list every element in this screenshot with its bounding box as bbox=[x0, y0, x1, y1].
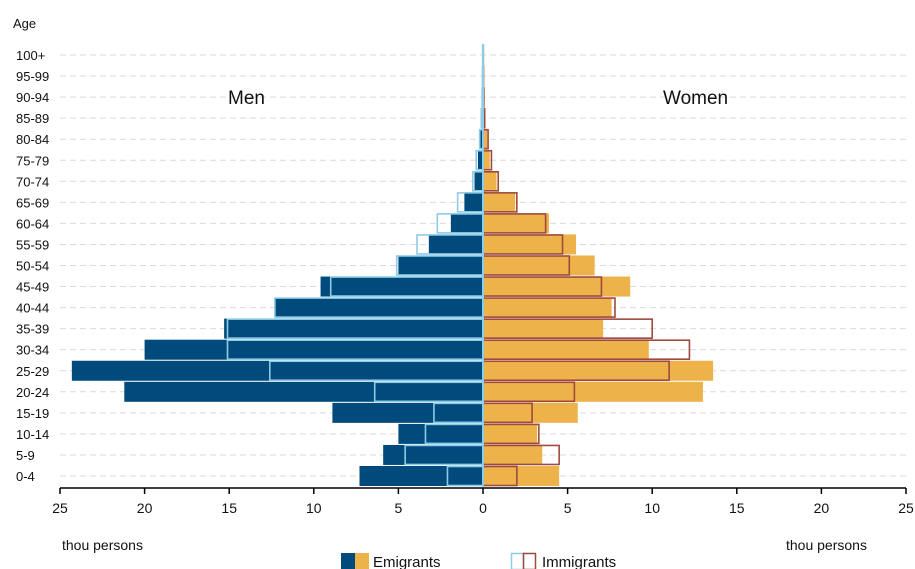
legend-emigrants-men-swatch bbox=[341, 553, 355, 569]
x-unit-label-right: thou persons bbox=[786, 537, 867, 553]
bar-emigrants-women bbox=[483, 256, 595, 276]
women-label: Women bbox=[663, 88, 728, 109]
age-label: 5-9 bbox=[16, 448, 35, 463]
age-label: 0-4 bbox=[16, 469, 35, 484]
bar-emigrants-men bbox=[275, 298, 483, 318]
bar-emigrants-women bbox=[483, 466, 559, 486]
bar-emigrants-men bbox=[332, 403, 483, 423]
bar-emigrants-men bbox=[72, 361, 483, 381]
y-axis-title: Age bbox=[13, 16, 36, 31]
legend: Emigrants Immigrants bbox=[341, 553, 616, 569]
x-tick-label: 15 bbox=[221, 500, 237, 516]
x-tick-label: 15 bbox=[729, 500, 745, 516]
legend-immigrants-label: Immigrants bbox=[542, 554, 616, 569]
bar-emigrants-women bbox=[483, 424, 537, 444]
age-label: 10-14 bbox=[16, 427, 49, 442]
age-label: 60-64 bbox=[16, 216, 49, 231]
age-label: 45-49 bbox=[16, 280, 49, 295]
x-tick-label: 25 bbox=[898, 500, 914, 516]
age-label: 35-39 bbox=[16, 322, 49, 337]
bar-emigrants-men bbox=[398, 424, 483, 444]
age-label: 95-99 bbox=[16, 69, 49, 84]
x-tick-label: 5 bbox=[564, 500, 572, 516]
bar-emigrants-women bbox=[483, 277, 630, 297]
age-label: 20-24 bbox=[16, 385, 49, 400]
bar-emigrants-women bbox=[483, 192, 515, 212]
bar-emigrants-men bbox=[145, 340, 483, 360]
age-label: 40-44 bbox=[16, 301, 49, 316]
men-label: Men bbox=[228, 88, 265, 109]
bar-emigrants-women bbox=[483, 319, 603, 339]
age-label: 90-94 bbox=[16, 90, 49, 105]
bar-emigrants-women bbox=[483, 150, 490, 170]
x-tick-label: 10 bbox=[306, 500, 322, 516]
age-label: 55-59 bbox=[16, 237, 49, 252]
legend-immigrants-women-swatch bbox=[524, 554, 536, 569]
age-label: 75-79 bbox=[16, 153, 49, 168]
age-label: 50-54 bbox=[16, 259, 49, 274]
age-label: 80-84 bbox=[16, 132, 49, 147]
bar-emigrants-men bbox=[475, 171, 483, 191]
bar-emigrants-men bbox=[451, 213, 483, 233]
bar-emigrants-men bbox=[359, 466, 483, 486]
bar-emigrants-men bbox=[224, 319, 483, 339]
bar-emigrants-women bbox=[483, 171, 497, 191]
x-tick-label: 20 bbox=[137, 500, 153, 516]
x-tick-label: 25 bbox=[52, 500, 68, 516]
bar-emigrants-men bbox=[464, 192, 483, 212]
bar-emigrants-women bbox=[483, 213, 549, 233]
bar-emigrants-men bbox=[124, 382, 483, 402]
x-tick-label: 0 bbox=[479, 500, 487, 516]
age-label: 15-19 bbox=[16, 406, 49, 421]
legend-emigrants-label: Emigrants bbox=[373, 554, 441, 569]
age-label: 25-29 bbox=[16, 364, 49, 379]
age-label: 65-69 bbox=[16, 195, 49, 210]
age-label: 100+ bbox=[16, 48, 45, 63]
bar-emigrants-men bbox=[398, 256, 483, 276]
bar-emigrants-men bbox=[321, 277, 483, 297]
age-label: 30-34 bbox=[16, 343, 49, 358]
x-unit-label-left: thou persons bbox=[62, 537, 143, 553]
bar-emigrants-women bbox=[483, 445, 542, 465]
bar-emigrants-women bbox=[483, 361, 713, 381]
legend-emigrants-women-swatch bbox=[355, 553, 369, 569]
bar-emigrants-women bbox=[483, 298, 612, 318]
legend-immigrants-men-swatch bbox=[512, 554, 524, 569]
bar-emigrants-men bbox=[429, 234, 483, 254]
x-tick-label: 5 bbox=[395, 500, 403, 516]
bar-emigrants-men bbox=[383, 445, 483, 465]
bar-emigrants-women bbox=[483, 382, 703, 402]
bar-emigrants-women bbox=[483, 340, 649, 360]
age-labels: 0-4 5-9 10-14 15-19 20-24 25-29 30-34 35-39 40-4… bbox=[16, 48, 49, 484]
x-tick-label: 20 bbox=[814, 500, 830, 516]
x-tick-label: 10 bbox=[644, 500, 660, 516]
age-label: 85-89 bbox=[16, 111, 49, 126]
bar-emigrants-women bbox=[483, 403, 578, 423]
age-label: 70-74 bbox=[16, 174, 49, 189]
x-axis: 25 20 15 10 5 0 5 10 15 20 25 bbox=[52, 44, 914, 516]
